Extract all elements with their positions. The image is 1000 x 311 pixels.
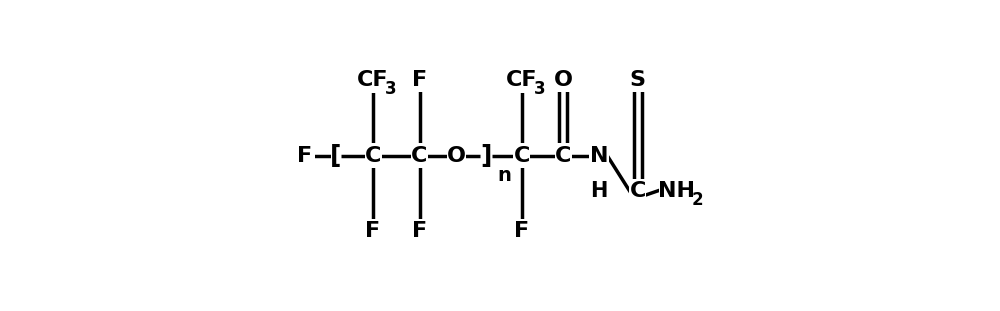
FancyBboxPatch shape: [447, 143, 466, 168]
FancyBboxPatch shape: [481, 135, 491, 176]
Text: O: O: [447, 146, 466, 165]
Text: C: C: [630, 181, 646, 201]
Text: C: C: [365, 146, 381, 165]
FancyBboxPatch shape: [505, 67, 539, 93]
Text: 2: 2: [692, 191, 703, 209]
FancyBboxPatch shape: [513, 143, 530, 168]
Text: O: O: [554, 70, 573, 90]
FancyBboxPatch shape: [512, 219, 531, 244]
Text: F: F: [412, 221, 427, 241]
Text: NH: NH: [658, 181, 695, 201]
Text: CF: CF: [506, 70, 537, 90]
FancyBboxPatch shape: [331, 135, 341, 176]
FancyBboxPatch shape: [554, 67, 573, 92]
FancyBboxPatch shape: [356, 67, 390, 93]
Text: C: C: [513, 146, 530, 165]
Text: C: C: [411, 146, 428, 165]
FancyBboxPatch shape: [411, 143, 428, 168]
Text: [: [: [330, 143, 342, 168]
Text: CF: CF: [357, 70, 389, 90]
FancyBboxPatch shape: [629, 179, 646, 203]
Text: F: F: [297, 146, 313, 165]
FancyBboxPatch shape: [659, 178, 694, 204]
Text: 3: 3: [385, 80, 397, 98]
FancyBboxPatch shape: [628, 67, 647, 92]
Text: 3: 3: [534, 80, 545, 98]
Text: H: H: [590, 181, 608, 201]
FancyBboxPatch shape: [365, 143, 382, 168]
FancyBboxPatch shape: [593, 182, 605, 200]
Text: F: F: [365, 221, 381, 241]
Text: n: n: [497, 166, 511, 185]
FancyBboxPatch shape: [410, 67, 429, 92]
FancyBboxPatch shape: [498, 166, 510, 185]
Text: F: F: [514, 221, 529, 241]
FancyBboxPatch shape: [410, 219, 429, 244]
Text: ]: ]: [480, 143, 492, 168]
FancyBboxPatch shape: [364, 219, 382, 244]
Text: F: F: [412, 70, 427, 90]
FancyBboxPatch shape: [295, 143, 315, 168]
Text: N: N: [590, 146, 608, 165]
Text: C: C: [555, 146, 572, 165]
FancyBboxPatch shape: [589, 142, 609, 169]
FancyBboxPatch shape: [555, 143, 572, 168]
Text: S: S: [630, 70, 646, 90]
